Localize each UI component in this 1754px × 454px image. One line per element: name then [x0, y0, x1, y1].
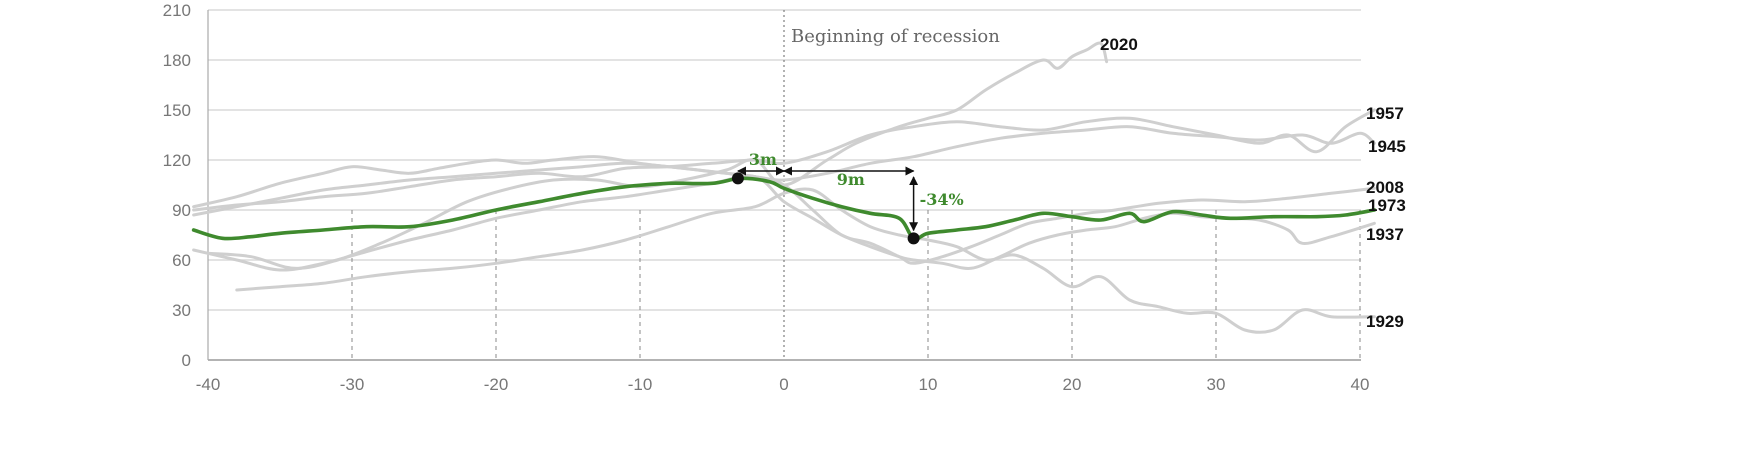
series-label-1973: 1973 [1368, 196, 1406, 215]
y-tick-label: 30 [172, 301, 191, 320]
drop-label: -34% [920, 190, 964, 209]
series-line-1973 [191, 176, 1377, 241]
y-tick-label: 0 [182, 351, 191, 370]
y-tick-label: 120 [163, 151, 191, 170]
y-tick-label: 150 [163, 101, 191, 120]
peak-point [731, 172, 744, 185]
series-line-2020 [206, 41, 1109, 270]
y-tick-label: 210 [163, 1, 191, 20]
x-tick-label: -20 [484, 375, 509, 394]
lead-label: 3m [749, 150, 777, 169]
x-tick-label: -40 [196, 375, 221, 394]
y-axis: 0 30 60 90 120 150 180 210 [163, 1, 191, 370]
series-label-1929: 1929 [1366, 312, 1404, 331]
x-tick-label: 0 [779, 375, 788, 394]
duration-label: 9m [837, 170, 865, 189]
y-tick-label: 60 [172, 251, 191, 270]
x-tick-label: -30 [340, 375, 365, 394]
series-line-2008 [192, 155, 1376, 265]
annotations: 3m 9m -34% [731, 150, 964, 245]
series-label-1937: 1937 [1366, 225, 1404, 244]
series-label-1945: 1945 [1368, 137, 1406, 156]
x-tick-label: 30 [1207, 375, 1226, 394]
x-tick-label: 10 [919, 375, 938, 394]
y-tick-label: 180 [163, 51, 191, 70]
series-label-1957: 1957 [1366, 104, 1404, 123]
series-label-2008: 2008 [1366, 178, 1404, 197]
series-line-1929 [235, 187, 1376, 334]
y-tick-label: 90 [172, 201, 191, 220]
x-tick-label: 40 [1351, 375, 1370, 394]
series-line-1945 [192, 125, 1376, 217]
x-tick-label: -10 [628, 375, 653, 394]
x-tick-label: 20 [1063, 375, 1082, 394]
recession-label: Beginning of recession [791, 26, 1000, 47]
series-label-2020: 2020 [1100, 35, 1138, 54]
x-axis: -40 -30 -20 -10 0 10 20 30 40 [196, 375, 1370, 394]
trough-point [907, 232, 920, 245]
recession-marker: Beginning of recession [783, 10, 1000, 360]
